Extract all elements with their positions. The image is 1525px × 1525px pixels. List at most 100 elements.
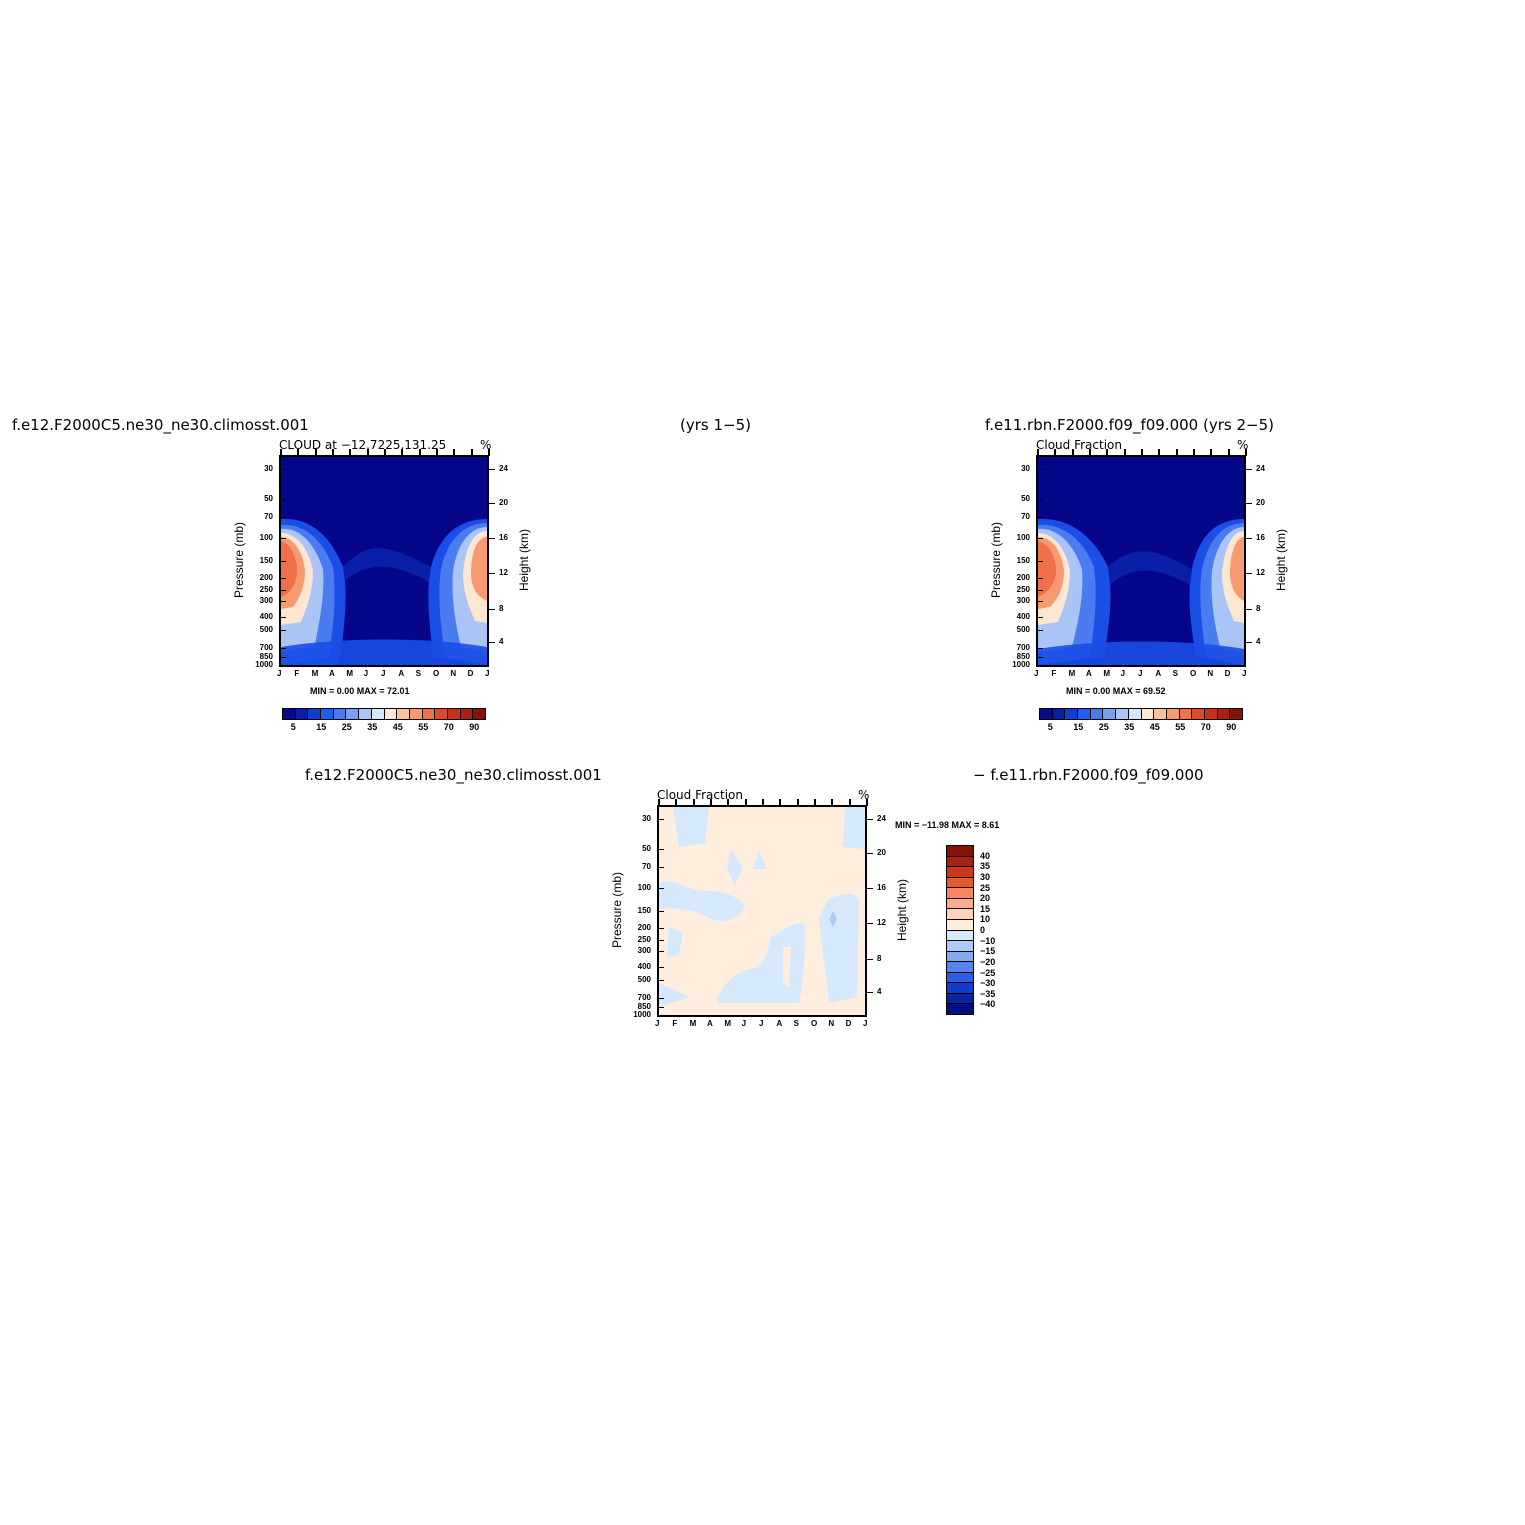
colorbar-swatch (947, 972, 973, 984)
colorbar-swatch (947, 919, 973, 931)
colorbar-swatch (947, 867, 973, 878)
month-tick-mark (366, 449, 369, 456)
colorbar-label: 70 (1200, 722, 1211, 732)
month-tick-label: M (311, 669, 319, 678)
height-tick-label: 24 (877, 814, 886, 824)
panel-3-plot-area (657, 805, 867, 1017)
pressure-tick-mark (1038, 538, 1043, 540)
pressure-tick-mark (659, 848, 664, 850)
month-tick-mark (488, 449, 490, 456)
month-tick-label: D (845, 1019, 852, 1028)
month-tick-label: J (485, 669, 490, 678)
pressure-tick-label: 70 (642, 862, 651, 872)
month-tick-mark (1106, 449, 1109, 456)
month-tick-mark (1158, 449, 1161, 456)
height-tick-mark (489, 608, 495, 610)
month-tick-mark (1245, 449, 1247, 456)
month-tick-mark (314, 449, 317, 456)
month-tick-label: S (793, 1019, 799, 1028)
pressure-tick-mark (659, 967, 664, 969)
month-tick-label: J (1034, 669, 1039, 678)
height-tick-label: 16 (499, 533, 508, 543)
colorbar-label: 55 (418, 722, 429, 732)
pressure-tick-label: 700 (637, 993, 651, 1003)
colorbar-label: 40 (980, 850, 991, 861)
month-tick-label: A (398, 669, 405, 678)
pressure-tick-label: 850 (259, 651, 273, 661)
month-tick-mark (848, 799, 851, 806)
height-tick-label: 20 (499, 497, 508, 507)
height-tick-mark (1246, 469, 1252, 471)
colorbar-swatch (947, 983, 973, 994)
pressure-tick-mark (659, 998, 664, 1000)
colorbar-swatch (447, 709, 461, 719)
pressure-tick-label: 500 (637, 974, 651, 984)
month-tick-label: M (724, 1019, 731, 1028)
colorbar-swatch (1116, 709, 1129, 719)
pressure-tick-mark (659, 979, 664, 981)
month-tick-label: J (1138, 669, 1143, 678)
month-tick-mark (866, 799, 868, 806)
pressure-tick-mark (659, 950, 664, 952)
pressure-tick-label: 30 (264, 464, 273, 474)
colorbar-label: 35 (980, 861, 991, 872)
colorbar-swatch (1192, 709, 1205, 719)
month-tick-mark (297, 449, 300, 456)
colorbar-swatch (947, 930, 973, 942)
pressure-tick-mark (1038, 517, 1043, 519)
height-tick-label: 8 (1256, 603, 1261, 613)
pressure-tick-mark (659, 867, 664, 869)
panel-3-units: % (858, 788, 870, 802)
month-tick-label: M (346, 669, 353, 678)
month-tick-label: D (1224, 669, 1231, 678)
colorbar-label: 5 (290, 722, 296, 732)
month-tick-mark (796, 799, 799, 806)
pressure-tick-label: 150 (1016, 556, 1030, 565)
colorbar-label: −35 (980, 988, 996, 999)
colorbar-label: 0 (980, 925, 986, 935)
pressure-tick-mark (1038, 590, 1043, 592)
colorbar-swatch (947, 909, 973, 920)
colorbar-panel-1 (282, 708, 486, 720)
colorbar-label: −20 (980, 956, 996, 967)
month-tick-label: J (381, 669, 386, 678)
month-tick-label: M (689, 1019, 697, 1028)
month-tick-label: J (655, 1019, 660, 1028)
colorbar-label: −15 (980, 946, 996, 957)
pressure-tick-label: 400 (1016, 612, 1030, 622)
colorbar-label: 90 (1226, 722, 1237, 732)
month-tick-mark (675, 799, 678, 806)
month-tick-label: M (1103, 669, 1110, 678)
colorbar-swatch (947, 898, 973, 910)
colorbar-swatch (359, 709, 372, 719)
pressure-tick-label: 1000 (255, 660, 273, 669)
pressure-tick-label: 70 (264, 512, 273, 522)
height-tick-mark (1246, 642, 1252, 644)
years-header: (yrs 1−5) (680, 416, 751, 434)
height-tick-label: 12 (877, 918, 886, 928)
height-tick-label: 4 (877, 987, 882, 997)
month-tick-mark (1071, 449, 1074, 456)
pressure-tick-mark (281, 665, 286, 666)
colorbar-swatch (1128, 709, 1142, 719)
height-tick-mark (867, 888, 873, 890)
colorbar-swatch (473, 709, 485, 719)
colorbar-swatch (460, 709, 474, 719)
month-tick-mark (418, 449, 421, 456)
pressure-tick-label: 200 (637, 922, 651, 932)
colorbar-swatch (422, 709, 436, 719)
pressure-tick-mark (659, 927, 664, 929)
pressure-tick-label: 70 (1021, 512, 1030, 522)
month-tick-label: M (1068, 669, 1076, 678)
colorbar-swatch (1090, 709, 1104, 719)
month-tick-mark (332, 449, 334, 456)
pressure-tick-label: 700 (259, 643, 273, 653)
height-tick-mark (489, 573, 495, 575)
month-tick-mark (710, 799, 712, 806)
month-tick-label: J (277, 669, 282, 678)
pressure-tick-label: 300 (637, 945, 651, 955)
month-tick-mark (1193, 449, 1195, 456)
colorbar-swatch (1040, 709, 1053, 719)
colorbar-label: −25 (980, 967, 996, 978)
month-tick-label: J (363, 669, 369, 678)
